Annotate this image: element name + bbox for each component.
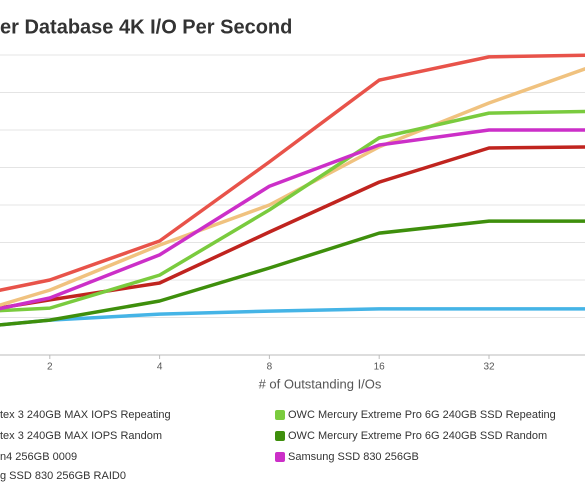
legend-label: g SSD 830 256GB RAID0 [0,470,126,482]
legend-label: Samsung SSD 830 256GB [288,451,419,463]
x-tick-label: 4 [157,362,163,373]
series-line [0,109,585,313]
x-tick-label: 8 [267,362,273,373]
series-line [0,145,585,310]
legend-label: n4 256GB 0009 [0,451,77,463]
legend-swatch [275,452,285,462]
chart-title: er Database 4K I/O Per Second [0,16,292,38]
x-axis-label: # of Outstanding I/Os [259,376,382,391]
x-tick-label: 16 [374,362,386,373]
series-line [0,53,585,292]
legend-label: OWC Mercury Extreme Pro 6G 240GB SSD Rep… [288,409,556,421]
series-line [0,219,585,327]
x-tick-label: 32 [483,362,495,373]
legend-label: OWC Mercury Extreme Pro 6G 240GB SSD Ran… [288,430,547,442]
legend-swatch [275,431,285,441]
legend-swatch [275,410,285,420]
series-line [0,67,585,307]
legend-label: tex 3 240GB MAX IOPS Random [0,430,162,442]
x-tick-label: 2 [47,362,53,373]
legend-label: tex 3 240GB MAX IOPS Repeating [0,409,171,421]
series-line [0,128,585,311]
